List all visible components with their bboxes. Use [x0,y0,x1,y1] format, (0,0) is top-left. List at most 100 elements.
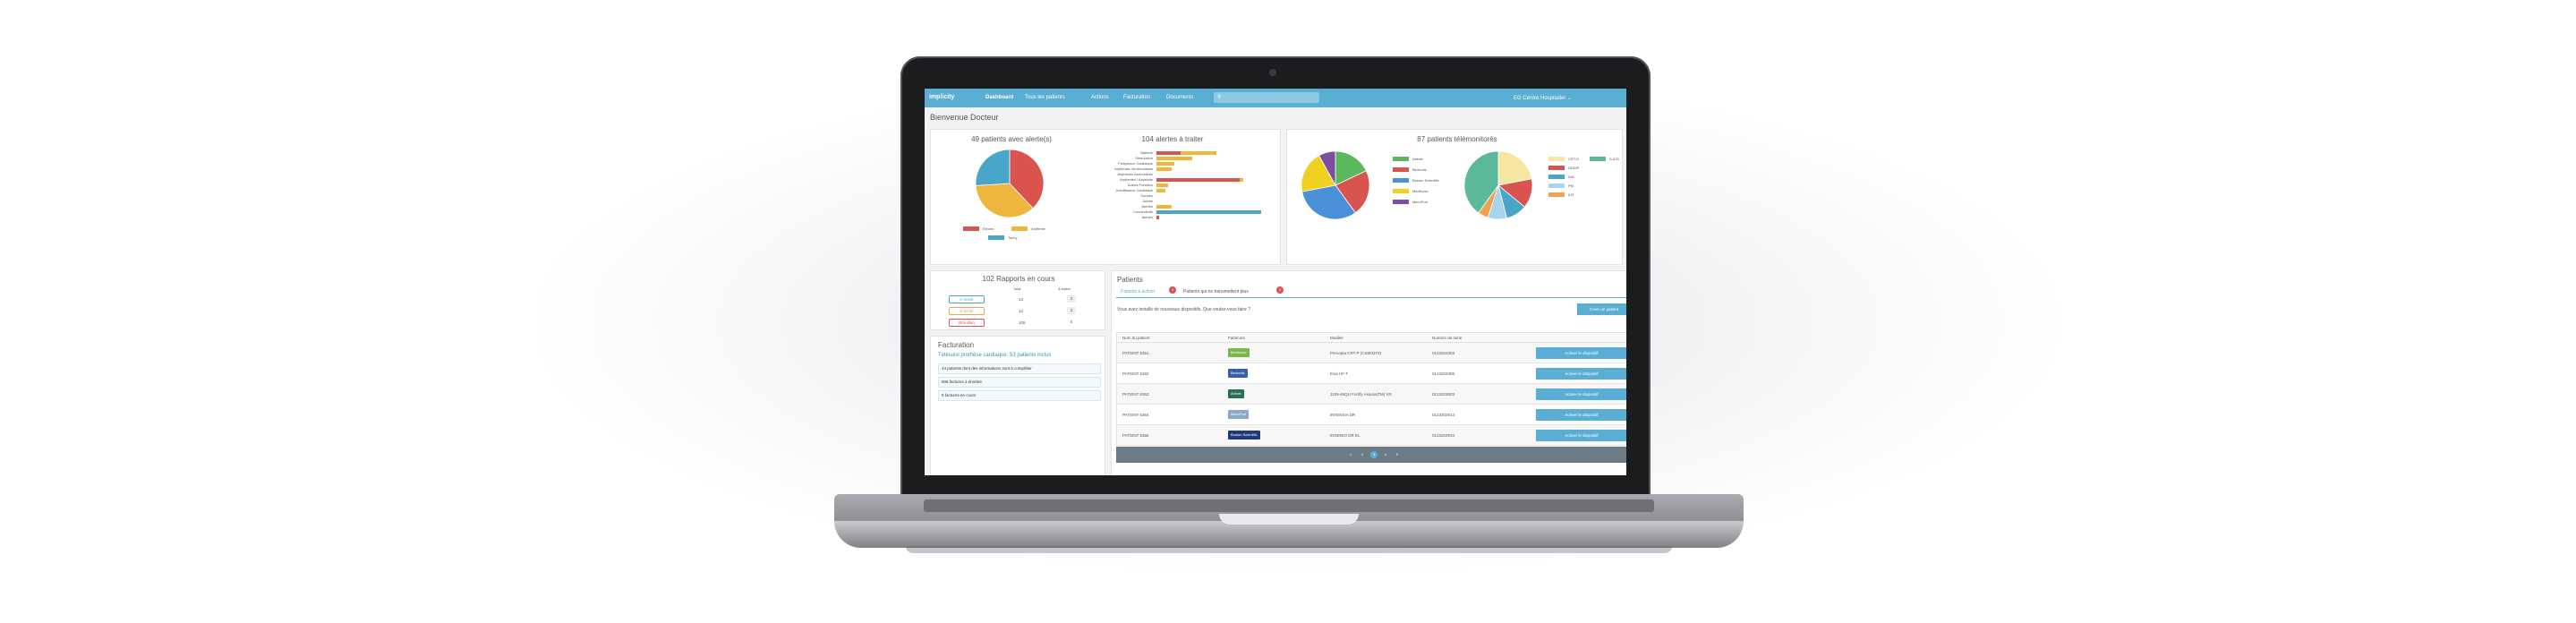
legend-item: CRT-D [1548,157,1579,161]
report-row[interactable]: À tester 13 3 [938,306,1099,317]
report-status-pill[interactable]: À tester [949,307,985,315]
table-row[interactable]: PATIENT 6362 Biotronik Evia HF-T 0123202306… [1116,363,1626,384]
legend-item: Arythmie [1011,226,1045,231]
alert-bar[interactable] [1156,205,1172,209]
report-todo: 0 [1070,320,1073,324]
report-todo: 3 [1067,307,1076,314]
report-row[interactable]: À revoir 13 3 [938,294,1099,305]
table-row[interactable]: PATIENT 6361 Medtronic Percepta CRT-P (CSM… [1116,343,1626,363]
activate-device-button[interactable]: Activer le dispositif [1536,409,1626,421]
device-type-slice[interactable] [1463,150,1499,214]
alert-bar[interactable] [1180,151,1216,155]
device-type-slice[interactable] [1497,150,1532,186]
legend-item: Abbott [1393,157,1423,161]
legend-swatch [963,226,979,231]
alert-patients-slice[interactable] [975,183,1034,218]
manufacturer-badge: Boston Scientific [1228,431,1260,440]
manufacturer-badge: Medtronic [1228,348,1250,357]
legend-label: Medtronic [1412,189,1429,193]
alert-bar[interactable] [1156,189,1165,192]
alert-bar[interactable] [1156,183,1169,187]
alert-bar[interactable] [1156,151,1181,155]
legend-item: Medtronic [1393,189,1429,193]
activate-device-button[interactable]: Activer le dispositif [1536,430,1626,441]
app-logo[interactable]: implicity [929,94,955,100]
nav-dashboard[interactable]: Dashboard [985,95,1014,100]
patient-name: PATIENT 6365 [1122,433,1149,438]
bar-category-label: Batterie [1140,150,1153,155]
nav-documents[interactable]: Documents [1166,95,1194,100]
legend-label: Arythmie [1031,226,1045,231]
bar-category-label: Arythmies Ventriculaires [1114,166,1153,171]
patient-name: PATIENT 6361 [1122,351,1149,355]
legend-item: PM [1548,183,1574,188]
legend-item: MicroPort [1393,200,1428,204]
billing-line[interactable]: 44 patients dont des informations sont à… [938,363,1101,374]
legend-swatch [1548,183,1565,188]
billing-title: Facturation [938,341,975,349]
alert-bar[interactable] [1156,157,1192,160]
create-patient-button[interactable]: Créer un patient [1577,303,1626,315]
alert-patients-slice[interactable] [975,149,1011,186]
nav-actions[interactable]: Actions [1091,95,1109,100]
report-status-pill[interactable]: Brouillon [949,319,985,327]
legend-label: S-ICD [1609,157,1619,161]
table-row[interactable]: PATIENT 6365 Boston Scientific INGENIO DR … [1116,425,1626,446]
center-selector[interactable]: EG Centre Hospitalier ⌄ [1514,95,1572,101]
alert-bar[interactable] [1156,216,1160,219]
legend-swatch [1393,200,1409,204]
legend-label: MicroPort [1412,200,1429,204]
search-input[interactable]: ⚲ [1214,92,1319,103]
patient-name: PATIENT 6363 [1122,392,1149,397]
alert-bar[interactable] [1240,178,1243,182]
alerts-card: 49 patients avec alerte(s) Électro Aryth… [930,129,1281,265]
billing-line[interactable]: 508 factures à émettre [938,377,1101,388]
alert-bar[interactable] [1156,210,1261,214]
legend-swatch [1548,175,1565,179]
manufacturer-slice[interactable] [1318,150,1336,186]
legend-label: DDD/P [1568,166,1580,170]
legend-label: ILR [1568,192,1574,197]
tab-patients-not-transmitting[interactable]: Patients qui ne transmettent plus [1183,289,1249,294]
legend-label: Abbott [1412,157,1423,161]
device-model: Percepta CRT-P (CSM33T8) [1330,351,1382,355]
manufacturer-slice[interactable] [1301,155,1336,192]
alert-patients-slice[interactable] [1009,149,1045,209]
legend-label: Boston Scientific [1412,178,1439,183]
alert-bar[interactable] [1156,167,1172,171]
activate-device-button[interactable]: Activer le dispositif [1536,368,1626,380]
col-manufacturer: Fabricant [1228,336,1245,340]
manufacturer-slice[interactable] [1335,150,1367,186]
page-link[interactable]: 5 [1395,452,1399,457]
alert-bar[interactable] [1156,178,1241,182]
manufacturer-slice[interactable] [1335,170,1370,214]
report-row[interactable]: Brouillon 106 0 [938,318,1099,329]
report-status-pill[interactable]: À revoir [949,295,985,303]
telemonitored-title: 87 patients télémonitorés [1417,135,1497,143]
bar-category-label: Autres Fonction [1127,183,1153,187]
reports-card: 102 Rapports en cours Total À traiter À … [930,270,1105,330]
activate-device-button[interactable]: Activer le dispositif [1536,388,1626,400]
table-row[interactable]: PATIENT 6364 MicroPort INTENSIA DR 01232029… [1116,405,1626,425]
legend-swatch [1548,166,1565,170]
page-link[interactable]: 1 [1349,452,1352,457]
patient-name: PATIENT 6364 [1122,413,1149,417]
bar-category-label: Autres [1142,199,1153,203]
legend-swatch [1548,192,1565,197]
manufacturer-slice[interactable] [1301,184,1356,220]
page-link[interactable]: 3 [1370,451,1378,458]
alerts-todo-title: 104 alertes à traiter [1141,135,1204,143]
keyboard [924,499,1654,512]
nav-billing[interactable]: Facturation [1123,95,1151,100]
billing-line[interactable]: 5 factures en cours [938,390,1101,401]
manufacturer-badge: Biotronik [1228,369,1248,378]
page-link[interactable]: 2 [1361,452,1364,457]
table-row[interactable]: PATIENT 6363 Abbott 1109-46QU Fortify Assu… [1116,384,1626,405]
activate-device-button[interactable]: Activer le dispositif [1536,347,1626,359]
alert-bar[interactable] [1156,162,1174,166]
page-link[interactable]: 4 [1384,452,1387,457]
nav-all-patients[interactable]: Tous les patients [1025,95,1065,100]
tab-patients-to-activate[interactable]: Patients à activer [1121,289,1156,294]
legend-item: Biotronik [1393,167,1427,172]
